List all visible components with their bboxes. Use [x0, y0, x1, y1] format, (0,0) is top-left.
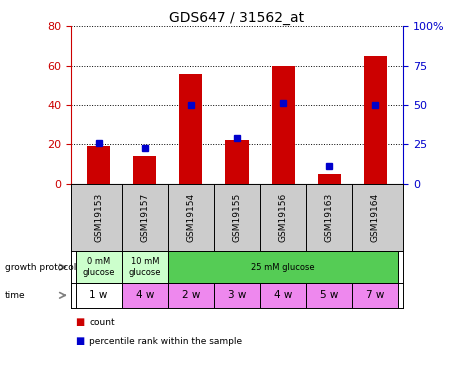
Bar — [76, 283, 122, 308]
Bar — [214, 283, 260, 308]
Text: 4 w: 4 w — [136, 290, 154, 300]
Text: percentile rank within the sample: percentile rank within the sample — [89, 337, 242, 346]
Bar — [272, 66, 294, 184]
Text: 7 w: 7 w — [366, 290, 385, 300]
Title: GDS647 / 31562_at: GDS647 / 31562_at — [169, 11, 305, 25]
Bar — [87, 146, 110, 184]
Text: 10 mM
glucose: 10 mM glucose — [129, 258, 161, 277]
Text: 0 mM
glucose: 0 mM glucose — [82, 258, 115, 277]
Text: 3 w: 3 w — [228, 290, 246, 300]
Text: GSM19163: GSM19163 — [325, 193, 334, 242]
Bar — [352, 283, 398, 308]
Text: 1 w: 1 w — [89, 290, 108, 300]
FancyBboxPatch shape — [122, 251, 168, 283]
Bar — [168, 283, 214, 308]
Text: count: count — [89, 318, 115, 327]
Bar — [180, 74, 202, 184]
Text: GSM19156: GSM19156 — [278, 193, 288, 242]
Text: 5 w: 5 w — [320, 290, 338, 300]
Bar — [122, 283, 168, 308]
Text: GSM19155: GSM19155 — [233, 193, 241, 242]
Text: GSM19154: GSM19154 — [186, 193, 196, 242]
Text: ■: ■ — [76, 336, 85, 346]
Bar — [133, 156, 156, 184]
Text: GSM19157: GSM19157 — [140, 193, 149, 242]
Bar — [225, 141, 249, 184]
Text: 25 mM glucose: 25 mM glucose — [251, 262, 315, 272]
Text: 4 w: 4 w — [274, 290, 292, 300]
Text: time: time — [5, 291, 25, 300]
Bar — [364, 56, 387, 184]
Text: GSM19153: GSM19153 — [94, 193, 103, 242]
FancyBboxPatch shape — [168, 251, 398, 283]
Text: GSM19164: GSM19164 — [371, 193, 380, 242]
FancyBboxPatch shape — [76, 251, 122, 283]
Text: 2 w: 2 w — [182, 290, 200, 300]
Text: ■: ■ — [76, 318, 85, 327]
Text: growth protocol: growth protocol — [5, 263, 76, 272]
Bar — [260, 283, 306, 308]
Bar — [306, 283, 352, 308]
Bar — [318, 174, 341, 184]
